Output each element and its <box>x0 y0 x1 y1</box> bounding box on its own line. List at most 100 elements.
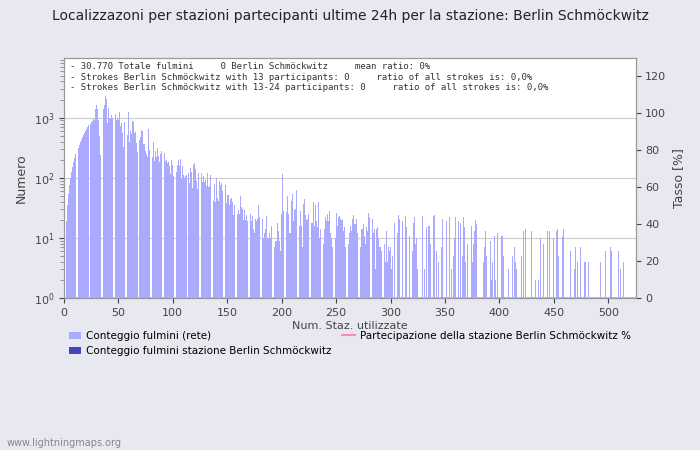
Bar <box>537 298 538 450</box>
Bar <box>266 216 267 450</box>
Bar <box>416 238 417 450</box>
Bar <box>411 298 412 450</box>
Bar <box>617 252 619 450</box>
Bar <box>450 298 451 450</box>
Bar <box>501 235 502 450</box>
Bar <box>395 238 396 450</box>
Bar <box>265 229 266 450</box>
Bar <box>143 144 144 450</box>
Bar <box>72 167 73 450</box>
Bar <box>82 137 83 450</box>
Bar <box>193 165 194 450</box>
Bar <box>615 298 617 450</box>
Bar <box>184 178 186 450</box>
Bar <box>181 178 182 450</box>
Bar <box>270 238 272 450</box>
Bar <box>625 298 626 450</box>
Bar <box>326 221 327 450</box>
Bar <box>231 198 232 450</box>
Bar <box>464 227 465 450</box>
Bar <box>303 204 304 450</box>
Bar <box>174 160 176 450</box>
Bar <box>521 256 522 450</box>
Bar <box>182 166 183 450</box>
Bar <box>370 244 372 450</box>
Bar <box>256 221 257 450</box>
Bar <box>535 280 536 450</box>
Bar <box>368 213 370 450</box>
Bar <box>392 256 393 450</box>
Bar <box>365 244 366 450</box>
Bar <box>95 109 96 450</box>
Bar <box>480 248 482 450</box>
Bar <box>548 298 549 450</box>
Bar <box>398 215 399 450</box>
Bar <box>287 197 288 450</box>
Bar <box>219 180 220 450</box>
Bar <box>559 298 560 450</box>
Bar <box>154 162 155 450</box>
Bar <box>503 256 504 450</box>
Bar <box>240 197 241 450</box>
Bar <box>402 221 403 450</box>
Bar <box>601 298 602 450</box>
Bar <box>99 136 100 450</box>
Bar <box>627 298 629 450</box>
Bar <box>179 166 180 450</box>
Partecipazione della stazione Berlin Schmöckwitz % <box>123 296 132 301</box>
Bar <box>118 120 119 450</box>
Bar <box>268 238 269 450</box>
Bar <box>191 172 192 450</box>
Bar <box>380 248 382 450</box>
Text: - 30.770 Totale fulmini     0 Berlin Schmöckwitz     mean ratio: 0%
- Strokes Be: - 30.770 Totale fulmini 0 Berlin Schmöck… <box>69 62 548 92</box>
Bar <box>344 227 345 450</box>
Bar <box>427 298 428 450</box>
Bar <box>466 298 468 450</box>
Bar <box>302 248 303 450</box>
Bar <box>234 205 235 450</box>
Y-axis label: Tasso [%]: Tasso [%] <box>672 148 685 208</box>
Bar <box>183 176 184 450</box>
Bar <box>393 298 394 450</box>
Bar <box>495 280 496 450</box>
Bar <box>573 298 574 450</box>
Bar <box>272 244 274 450</box>
Bar <box>444 256 445 450</box>
Bar <box>372 233 374 450</box>
Bar <box>589 298 590 450</box>
Bar <box>598 298 599 450</box>
Bar <box>356 219 357 450</box>
Bar <box>550 298 551 450</box>
Bar <box>194 163 195 450</box>
Bar <box>436 252 437 450</box>
Bar <box>242 209 243 450</box>
Bar <box>66 205 68 450</box>
Partecipazione della stazione Berlin Schmöckwitz % <box>390 296 398 301</box>
Bar <box>329 211 330 450</box>
Bar <box>538 280 539 450</box>
Bar <box>391 270 392 450</box>
Bar <box>440 298 441 450</box>
Bar <box>488 298 489 450</box>
Bar <box>574 270 575 450</box>
X-axis label: Num. Staz. utilizzate: Num. Staz. utilizzate <box>292 321 407 331</box>
Bar <box>452 298 453 450</box>
Bar <box>429 226 430 450</box>
Bar <box>125 122 127 450</box>
Bar <box>390 248 391 450</box>
Bar <box>115 114 116 450</box>
Bar <box>442 219 443 450</box>
Bar <box>475 220 476 450</box>
Bar <box>153 142 154 450</box>
Bar <box>309 233 311 450</box>
Bar <box>630 298 631 450</box>
Bar <box>576 298 578 450</box>
Bar <box>233 215 235 450</box>
Bar <box>554 262 556 450</box>
Bar <box>523 231 524 450</box>
Bar <box>230 199 231 450</box>
Bar <box>366 227 367 450</box>
Bar <box>515 262 517 450</box>
Text: Localizzazoni per stazioni partecipanti ultime 24h per la stazione: Berlin Schmö: Localizzazoni per stazioni partecipanti … <box>52 9 648 23</box>
Bar <box>385 262 386 450</box>
